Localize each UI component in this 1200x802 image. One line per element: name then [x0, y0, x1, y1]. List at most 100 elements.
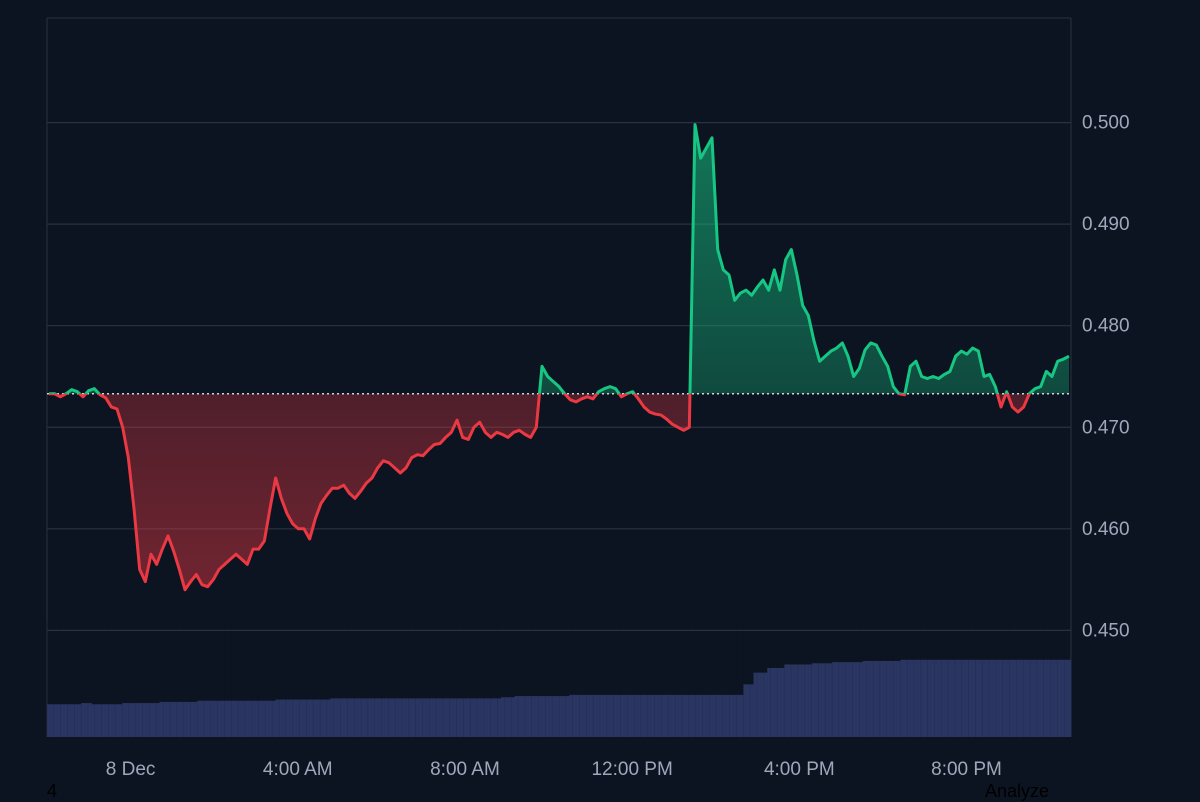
volume-bar	[883, 660, 888, 737]
footer-left-text: 4	[47, 781, 58, 801]
volume-bar	[845, 662, 850, 737]
volume-bar	[326, 699, 331, 737]
volume-bar	[483, 698, 488, 737]
volume-bar	[173, 701, 178, 737]
volume-bar	[60, 704, 65, 737]
volume-bar	[419, 698, 423, 737]
volume-bar	[320, 699, 324, 737]
volume-bar	[657, 694, 662, 737]
volume-bar	[1067, 659, 1072, 737]
volume-bar	[186, 701, 191, 737]
volume-bar	[729, 694, 734, 737]
area-layer	[49, 124, 1069, 590]
volume-bar	[596, 694, 601, 737]
volume-bar	[978, 659, 983, 737]
volume-bar	[299, 699, 304, 737]
volume-bar	[275, 699, 280, 737]
volume-bar	[436, 698, 440, 737]
analyze-link[interactable]: Analyze	[985, 781, 1050, 801]
volume-bar	[118, 704, 123, 737]
volume-bar	[859, 662, 864, 737]
volume-bar	[169, 701, 174, 737]
volume-bar	[163, 701, 167, 737]
volume-bar	[634, 694, 638, 737]
volume-bar	[719, 694, 724, 737]
volume-bar	[541, 696, 546, 737]
price-line-down	[49, 393, 1032, 592]
volume-bar	[695, 694, 700, 737]
volume-bar	[941, 659, 946, 737]
volume-bar	[152, 703, 157, 737]
volume-bar	[559, 696, 563, 737]
volume-bar	[367, 698, 372, 737]
volume-bar	[1006, 659, 1010, 737]
volume-bar	[398, 698, 403, 737]
volume-bar	[1047, 659, 1051, 737]
volume-bar	[453, 698, 457, 737]
volume-bar	[603, 694, 608, 737]
x-tick-label: 8:00 PM	[931, 759, 1002, 780]
volume-bar	[811, 663, 816, 737]
volume-bar	[705, 694, 710, 737]
x-axis-ticks: 8 Dec 4:00 AM 8:00 AM 12:00 PM 4:00 PM 8:00 P…	[106, 759, 1002, 780]
volume-bar	[340, 698, 345, 737]
volume-bar	[524, 696, 529, 737]
volume-bar	[927, 659, 932, 737]
volume-bar	[958, 659, 963, 737]
volume-bar	[972, 659, 976, 737]
volume-bar	[965, 659, 969, 737]
volume-bar	[166, 701, 171, 737]
volume-bar	[808, 664, 812, 737]
volume-bar	[74, 704, 79, 737]
volume-bar	[159, 701, 164, 737]
volume-bar	[401, 698, 406, 737]
volume-bar	[620, 694, 625, 737]
volume-bar	[139, 703, 143, 737]
volume-bar	[77, 704, 82, 737]
volume-bar	[698, 694, 703, 737]
volume-bar	[890, 660, 894, 737]
volume-bar	[487, 698, 492, 737]
volume-bar	[1002, 659, 1007, 737]
price-line-up	[49, 123, 1070, 394]
volume-bar	[108, 704, 113, 737]
volume-bar	[343, 698, 348, 737]
volume-bar	[668, 694, 672, 737]
volume-bar	[661, 694, 666, 737]
volume-bar	[432, 698, 437, 737]
volume-bar	[835, 662, 840, 737]
area-fill-below-baseline	[49, 393, 1069, 590]
volume-bar	[190, 701, 195, 737]
volume-bar	[746, 684, 751, 737]
volume-bar	[500, 697, 505, 737]
volume-bar	[763, 672, 768, 737]
volume-bar	[149, 703, 154, 737]
volume-bar	[91, 704, 96, 737]
volume-bar	[913, 659, 918, 737]
volume-bar	[791, 664, 795, 737]
volume-bar	[490, 698, 495, 737]
volume-bar	[330, 698, 335, 737]
volume-bar	[777, 667, 782, 737]
volume-bar	[640, 694, 645, 737]
volume-bar	[279, 699, 283, 737]
volume-bar	[111, 704, 116, 737]
volume-bar	[282, 699, 287, 737]
volume-bar	[214, 700, 219, 737]
volume-bar	[736, 694, 741, 737]
volume-bar	[221, 700, 225, 737]
x-tick-label: 4:00 PM	[764, 759, 835, 780]
volume-bar	[262, 700, 266, 737]
volume-bar	[391, 698, 396, 737]
volume-bar	[258, 700, 263, 737]
volume-bar	[1050, 659, 1055, 737]
volume-bar	[197, 700, 201, 737]
volume-bar	[995, 659, 1000, 737]
volume-bar	[552, 696, 556, 737]
volume-bar	[828, 663, 833, 737]
volume-bar	[1016, 659, 1021, 737]
volume-bar	[1009, 659, 1014, 737]
volume-bar	[842, 662, 847, 737]
volume-bar	[374, 698, 379, 737]
volume-bar	[770, 667, 775, 737]
